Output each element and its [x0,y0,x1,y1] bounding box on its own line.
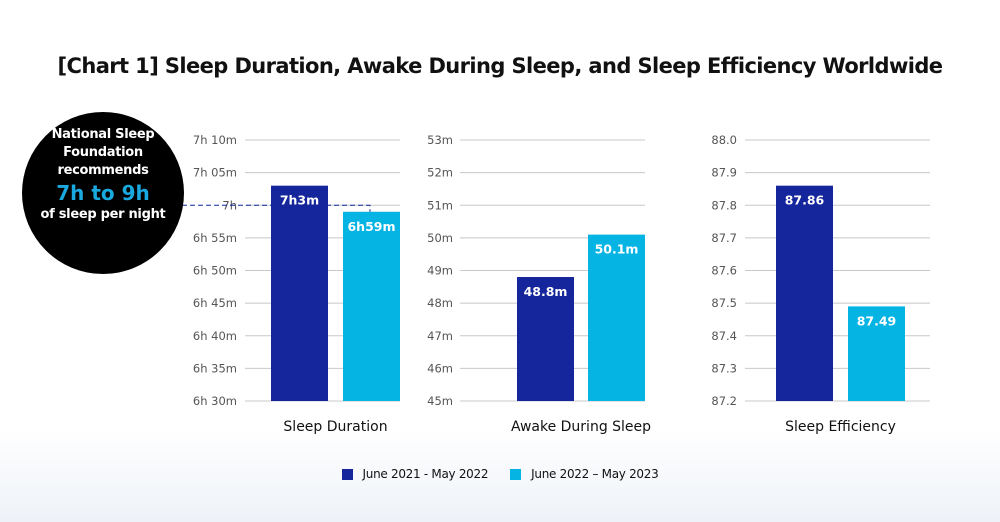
y-tick-label: 7h [222,198,237,212]
y-tick-label: 52m [427,166,453,180]
y-tick-label: 6h 55m [193,231,237,245]
bar [848,306,905,401]
bar [517,277,574,401]
y-tick-label: 87.9 [711,166,737,180]
y-tick-label: 6h 35m [193,361,237,375]
y-tick-label: 6h 50m [193,264,237,278]
y-tick-label: 47m [427,329,453,343]
y-tick-label: 46m [427,361,453,375]
bar-value-label: 50.1m [595,242,639,257]
y-tick-label: 87.5 [711,296,737,310]
y-tick-label: 48m [427,296,453,310]
legend-item: June 2021 - May 2022 [341,467,489,481]
y-tick-label: 49m [427,264,453,278]
y-tick-label: 6h 30m [193,394,237,408]
y-tick-label: 87.7 [711,231,737,245]
x-axis-label: Sleep Efficiency [785,419,896,435]
bar-value-label: 48.8m [524,284,568,299]
legend: June 2021 - May 2022 June 2022 – May 202… [0,467,1000,481]
y-tick-label: 6h 40m [193,329,237,343]
y-tick-label: 7h 05m [193,166,237,180]
bar-value-label: 87.86 [785,193,825,208]
callout-highlight: 7h to 9h [56,181,150,205]
y-tick-label: 87.8 [711,198,737,212]
callout-tail: of sleep per night [40,207,166,222]
legend-item: June 2022 – May 2023 [510,467,659,481]
chart-title: [Chart 1] Sleep Duration, Awake During S… [57,54,943,78]
x-axis-label: Sleep Duration [283,419,387,435]
callout-line: Foundation [63,145,143,160]
y-tick-label: 45m [427,394,453,408]
y-tick-label: 87.4 [711,329,737,343]
y-tick-label: 6h 45m [193,296,237,310]
bar [343,211,400,401]
callout-line: National Sleep [51,127,155,142]
y-tick-label: 87.3 [711,361,737,375]
legend-swatch [510,468,522,480]
y-tick-label: 53m [427,133,453,147]
legend-swatch [341,468,353,480]
recommendation-callout: National Sleep Foundation recommends 7h … [22,112,184,274]
bar [271,185,328,401]
bar-value-label: 87.49 [857,313,897,328]
bar-value-label: 6h59m [347,219,395,234]
y-tick-label: 51m [427,198,453,212]
y-tick-label: 50m [427,231,453,245]
y-tick-label: 87.2 [711,394,737,408]
y-tick-label: 87.6 [711,264,737,278]
callout-line: recommends [57,163,149,178]
legend-label: June 2022 – May 2023 [531,467,659,481]
x-axis-label: Awake During Sleep [511,419,651,435]
bar [588,234,645,401]
legend-label: June 2021 - May 2022 [362,467,489,481]
reference-line-7h [150,204,371,212]
y-tick-label: 7h 10m [193,133,237,147]
bar-value-label: 7h3m [280,193,319,208]
y-tick-label: 88.0 [711,133,737,147]
bar [776,185,833,401]
